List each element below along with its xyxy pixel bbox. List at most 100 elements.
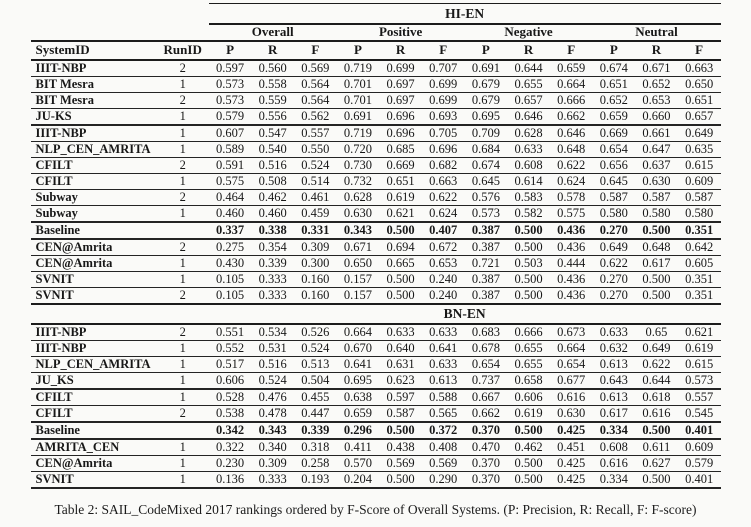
metric-cell: 0.462 [507, 439, 550, 456]
metric-cell: 0.500 [507, 471, 550, 489]
metric-cell: 0.633 [379, 324, 422, 341]
metric-cell: 0.436 [549, 271, 593, 288]
metric-cell: 0.318 [294, 439, 337, 456]
metric-cell: 0.270 [592, 222, 636, 240]
metric-cell: 0.557 [677, 389, 721, 406]
metric-cell: 0.670 [336, 340, 380, 357]
system-id-cell: JU_KS [30, 372, 157, 390]
metric-cell: 0.337 [208, 222, 252, 240]
metric-cell: 0.674 [592, 60, 636, 77]
metric-cell: 0.638 [336, 389, 380, 406]
run-id-cell: 1 [156, 455, 209, 472]
metric-cell: 0.616 [635, 405, 678, 423]
metric-cell: 0.270 [592, 271, 636, 288]
metric-cell: 0.657 [507, 92, 550, 109]
metric-cell: 0.630 [549, 405, 593, 423]
metric-cell: 0.540 [251, 141, 294, 158]
metric-cell: 0.387 [464, 222, 508, 240]
metric-cell: 0.580 [592, 205, 636, 223]
metric-cell: 0.339 [294, 422, 337, 440]
metric-cell: 0.633 [592, 324, 636, 341]
metric-cell: 0.618 [635, 389, 678, 406]
metric-cell: 0.558 [251, 76, 294, 93]
metric-cell: 0.678 [464, 340, 508, 357]
runid-header: RunID [156, 41, 209, 61]
table-row: SVNIT 2 0.105 0.333 0.160 0.157 0.500 0.240 0.38… [30, 287, 721, 305]
metric-cell: 0.333 [251, 471, 294, 489]
system-id-cell: IIIT-NBP [30, 125, 157, 142]
metric-cell: 0.669 [592, 125, 636, 142]
metric-cell: 0.655 [507, 356, 550, 373]
metric-cell: 0.240 [421, 287, 465, 305]
metric-cell: 0.654 [464, 356, 508, 373]
table-row: CFILT 1 0.528 0.476 0.455 0.638 0.597 0.588 0.66… [30, 389, 721, 406]
metric-cell: 0.370 [464, 455, 508, 472]
metric-cell: 0.697 [379, 76, 422, 93]
metric-cell: 0.624 [421, 205, 465, 223]
metric-cell: 0.587 [677, 189, 721, 206]
metric-cell: 0.697 [379, 92, 422, 109]
metric-cell: 0.616 [549, 389, 593, 406]
run-id-cell: 1 [156, 173, 209, 190]
run-id-cell: 1 [156, 356, 209, 373]
metric-cell: 0.679 [464, 76, 508, 93]
metric-cell: 0.500 [507, 287, 550, 305]
col-f: F [421, 41, 465, 61]
run-id-cell: 1 [156, 340, 209, 357]
col-f: F [549, 41, 593, 61]
metric-cell: 0.707 [421, 60, 465, 77]
metric-cell: 0.587 [379, 405, 422, 423]
run-id-cell: 2 [156, 239, 209, 256]
metric-cell: 0.524 [294, 157, 337, 174]
metric-cell: 0.621 [677, 324, 721, 341]
metric-cell: 0.643 [592, 372, 636, 390]
metric-cell: 0.628 [336, 189, 380, 206]
metric-cell: 0.275 [208, 239, 252, 256]
metric-cell: 0.160 [294, 271, 337, 288]
metric-cell: 0.500 [507, 422, 550, 440]
table-row: BIT Mesra 2 0.573 0.559 0.564 0.701 0.697 0.699… [30, 92, 721, 109]
metric-cell: 0.408 [421, 439, 465, 456]
run-id-cell: 2 [156, 324, 209, 341]
metric-cell: 0.624 [549, 173, 593, 190]
metric-cell: 0.500 [635, 222, 678, 240]
metric-cell: 0.659 [592, 108, 636, 126]
run-id-cell: 1 [156, 372, 209, 390]
metric-cell: 0.653 [421, 255, 465, 272]
metric-cell: 0.351 [677, 271, 721, 288]
metric-cell: 0.478 [251, 405, 294, 423]
run-id-cell: 1 [156, 76, 209, 93]
metric-cell: 0.641 [421, 340, 465, 357]
system-id-cell: Baseline [30, 222, 157, 240]
metric-cell: 0.664 [549, 76, 593, 93]
metric-cell: 0.699 [421, 76, 465, 93]
metric-cell: 0.105 [208, 287, 252, 305]
metric-cell: 0.671 [336, 239, 380, 256]
metric-cell: 0.628 [507, 125, 550, 142]
metric-cell: 0.617 [635, 255, 678, 272]
metric-cell: 0.531 [251, 340, 294, 357]
table-row: Baseline 0.342 0.343 0.339 0.296 0.500 0.372 0.… [30, 422, 721, 440]
metric-cell: 0.649 [677, 125, 721, 142]
table-row: IIIT-NBP 2 0.597 0.560 0.569 0.719 0.699 0.707 0… [30, 60, 721, 77]
header-spacer [31, 4, 209, 25]
metric-cell: 0.630 [336, 205, 380, 223]
metric-cell: 0.500 [635, 471, 678, 489]
metric-cell: 0.656 [592, 157, 636, 174]
metric-cell: 0.407 [421, 222, 465, 240]
metric-cell: 0.552 [208, 340, 252, 357]
metric-cell: 0.569 [421, 455, 465, 472]
metric-cell: 0.609 [677, 439, 721, 456]
metric-cell: 0.573 [677, 372, 721, 390]
metric-cell: 0.695 [336, 372, 380, 390]
metric-cell: 0.666 [507, 324, 550, 341]
metric-cell: 0.613 [592, 356, 636, 373]
run-id-cell: 1 [156, 141, 209, 158]
system-id-cell: Subway [30, 189, 157, 206]
metric-cell: 0.459 [294, 205, 337, 223]
metric-group-row: Overall Positive Negative Neutral [30, 24, 721, 42]
metric-cell: 0.658 [507, 372, 550, 390]
metric-cell: 0.651 [379, 173, 422, 190]
metric-cell: 0.657 [677, 108, 721, 126]
metric-cell: 0.461 [294, 189, 337, 206]
